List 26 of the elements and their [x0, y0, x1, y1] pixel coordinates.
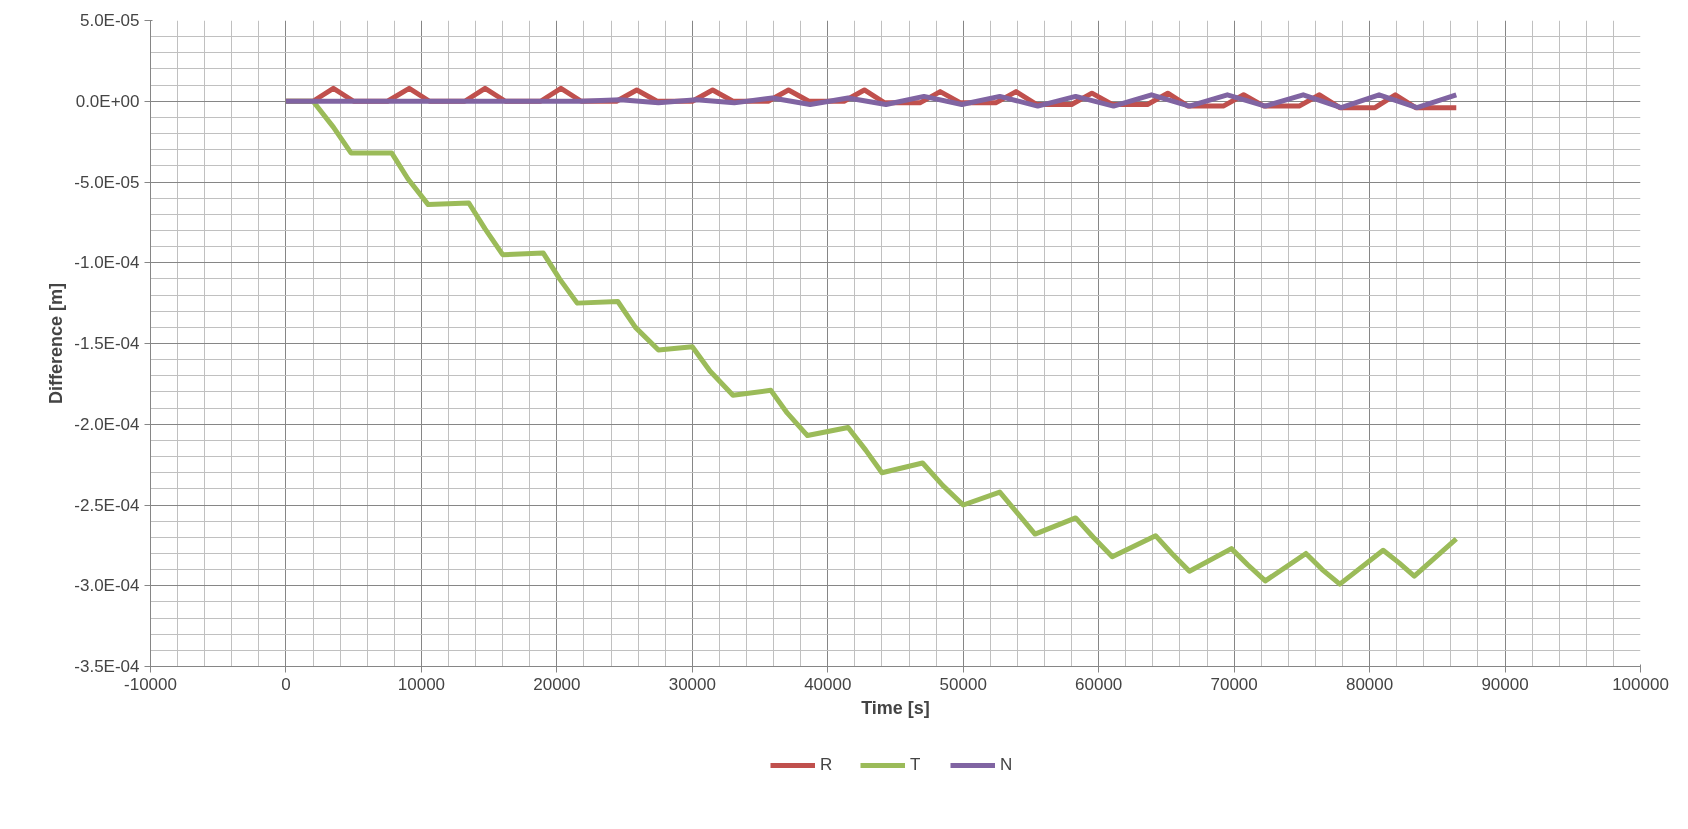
y-tick-label: 0.0E+00: [75, 91, 140, 111]
legend-label: T: [910, 755, 922, 775]
x-tick-label: -10000: [124, 674, 177, 694]
y-tick-label: -5.0E-05: [74, 172, 140, 192]
x-tick-label: 20000: [533, 674, 581, 694]
y-tick-label: -2.0E-04: [74, 414, 140, 434]
y-tick-label: -3.0E-04: [74, 576, 140, 596]
y-tick-label: -2.5E-04: [74, 495, 140, 515]
x-tick-label: 50000: [939, 674, 987, 694]
x-tick-label: 10000: [397, 674, 446, 694]
y-tick-label: 5.0E-05: [79, 11, 140, 30]
x-tick-label: 100000: [1612, 674, 1669, 694]
x-tick-label: 80000: [1345, 674, 1394, 694]
y-tick-label: -3.5E-04: [74, 657, 140, 676]
x-tick-label: 60000: [1075, 674, 1123, 694]
x-tick-label: 40000: [804, 674, 852, 694]
y-axis-title: Difference [m]: [46, 282, 67, 405]
x-axis-title: Time [s]: [861, 697, 930, 718]
legend-label: N: [1000, 755, 1014, 775]
y-tick-label: -1.5E-04: [74, 334, 140, 353]
x-tick-label: 30000: [668, 674, 716, 694]
legend-label: R: [820, 755, 834, 775]
x-tick-label: 70000: [1210, 674, 1258, 694]
x-tick-label: 0: [281, 674, 291, 694]
y-tick-label: -1.0E-04: [74, 253, 140, 273]
x-tick-label: 90000: [1481, 674, 1529, 694]
